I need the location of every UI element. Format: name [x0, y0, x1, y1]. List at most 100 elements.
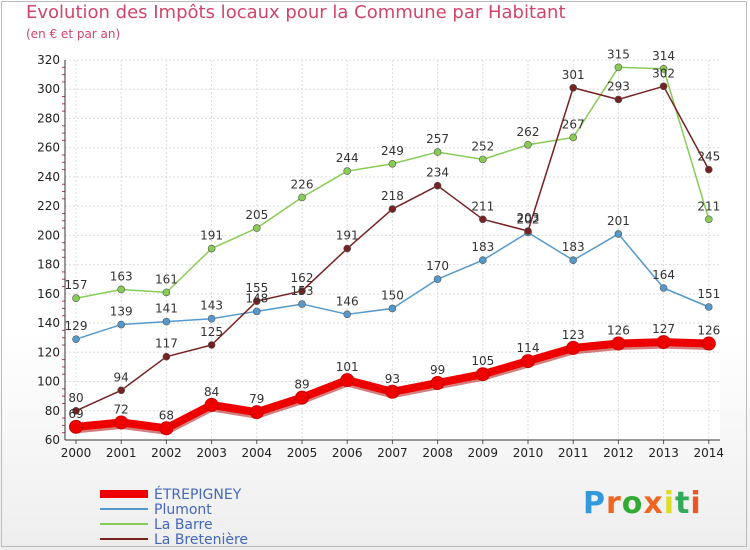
data-label: 302: [652, 66, 675, 80]
proxiti-logo: Proxiti: [583, 486, 702, 521]
data-point: [207, 341, 216, 349]
data-label: 69: [68, 407, 83, 421]
data-label: 153: [291, 284, 314, 298]
data-label: 139: [110, 305, 133, 319]
data-label: 183: [471, 240, 494, 254]
x-tick-label: 2009: [468, 446, 499, 460]
data-label: 155: [245, 281, 268, 295]
data-label: 211: [697, 199, 720, 213]
logo-letter: o: [621, 486, 644, 521]
data-point: [72, 294, 80, 303]
legend-entry: Plumont: [154, 502, 212, 518]
data-point: [704, 303, 713, 311]
y-tick-label: 120: [37, 345, 60, 359]
data-point: [252, 297, 261, 305]
data-point: [117, 320, 125, 329]
data-label: 151: [697, 287, 720, 301]
y-tick-label: 140: [37, 316, 60, 330]
data-point: [704, 215, 713, 224]
data-label: 262: [517, 125, 540, 139]
data-label: 84: [204, 385, 219, 399]
legend-entry: La Barre: [154, 517, 213, 533]
y-tick-label: 220: [37, 199, 60, 213]
data-point: [659, 284, 668, 292]
data-label: 101: [336, 360, 359, 374]
data-point: [388, 159, 397, 168]
data-label: 148: [245, 291, 268, 305]
data-label: 164: [652, 268, 675, 282]
data-label: 162: [291, 271, 314, 285]
legend-entry: ÉTREPIGNEY: [154, 486, 242, 503]
data-label: 203: [517, 211, 540, 225]
x-tick-label: 2013: [648, 446, 679, 460]
data-point: [566, 340, 581, 355]
data-point: [614, 230, 623, 238]
data-point: [704, 165, 713, 174]
chart-title: Evolution des Impôts locaux pour la Comm…: [26, 2, 566, 23]
data-label: 123: [562, 328, 585, 342]
data-label: 126: [607, 324, 630, 338]
y-tick-label: 60: [45, 433, 60, 447]
y-tick-label: 240: [37, 170, 60, 184]
data-label: 314: [652, 49, 675, 63]
y-tick-label: 280: [37, 111, 60, 125]
x-tick-label: 2014: [694, 446, 725, 460]
data-point: [72, 406, 80, 415]
data-label: 234: [426, 166, 449, 180]
data-point: [295, 390, 309, 405]
data-label: 226: [291, 177, 314, 191]
data-label: 201: [607, 214, 630, 228]
data-point: [478, 256, 487, 265]
data-point: [656, 335, 671, 350]
data-point: [521, 354, 535, 369]
data-label: 257: [426, 132, 449, 146]
data-point: [252, 307, 261, 316]
data-point: [298, 193, 306, 202]
data-label: 315: [607, 47, 630, 61]
data-label: 79: [249, 392, 264, 406]
data-label: 72: [114, 402, 129, 416]
data-point: [298, 300, 306, 308]
data-point: [611, 336, 626, 351]
x-tick-label: 2010: [513, 446, 544, 460]
data-label: 93: [385, 372, 400, 386]
data-label: 170: [426, 259, 449, 273]
data-label: 157: [65, 278, 88, 292]
data-point: [614, 95, 623, 104]
logo-letter: i: [690, 486, 702, 521]
data-point: [343, 167, 352, 175]
data-label: 244: [336, 151, 359, 165]
data-point: [430, 376, 445, 390]
logo-letter: i: [663, 486, 676, 521]
data-point: [117, 386, 125, 395]
data-point: [701, 336, 716, 351]
data-label: 205: [245, 208, 268, 222]
data-label: 293: [607, 79, 630, 93]
logo-letter: t: [675, 486, 691, 521]
data-label: 141: [155, 302, 178, 316]
x-tick-label: 2008: [422, 446, 453, 460]
data-label: 218: [381, 189, 404, 203]
data-label: 94: [114, 370, 129, 384]
data-label: 89: [294, 378, 309, 392]
data-point: [478, 215, 487, 224]
x-tick-label: 2005: [287, 446, 318, 460]
data-point: [569, 83, 578, 92]
data-point: [569, 256, 578, 265]
y-tick-label: 160: [37, 287, 60, 301]
data-point: [159, 421, 174, 436]
data-point: [162, 288, 171, 297]
y-tick-label: 100: [37, 375, 60, 389]
y-tick-label: 260: [37, 141, 60, 155]
x-tick-label: 2003: [196, 446, 227, 460]
data-label: 163: [110, 269, 133, 283]
data-label: 191: [336, 229, 359, 243]
y-tick-label: 180: [37, 258, 60, 272]
data-point: [343, 244, 352, 253]
x-tick-label: 2011: [558, 446, 589, 460]
data-label: 129: [65, 319, 88, 333]
data-label: 127: [652, 322, 675, 336]
data-label: 143: [200, 299, 223, 313]
x-tick-label: 2000: [61, 446, 92, 460]
